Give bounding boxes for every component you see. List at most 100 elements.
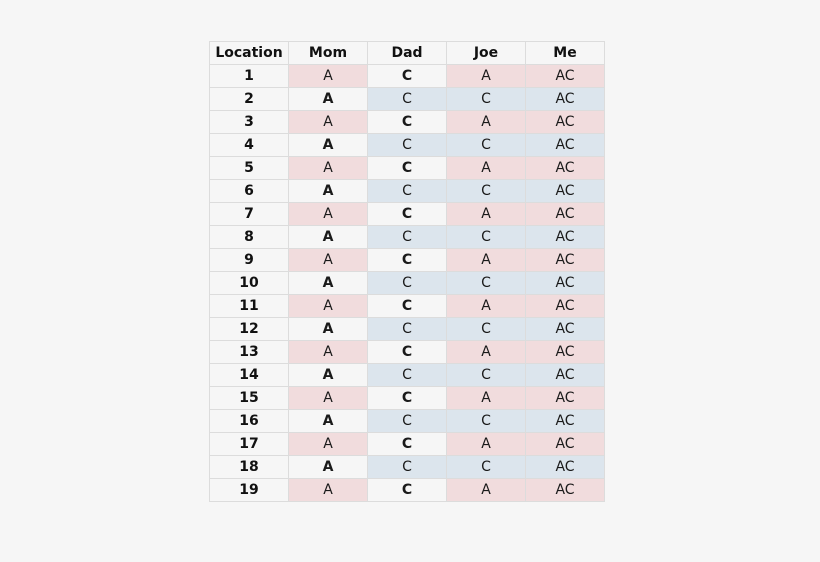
cell-me: AC	[525, 110, 605, 134]
table-row: 6 A C C AC	[209, 179, 605, 203]
cell-joe: A	[446, 156, 526, 180]
cell-joe: C	[446, 271, 526, 295]
cell-location: 5	[209, 156, 289, 180]
table-row: 17 A C A AC	[209, 432, 605, 456]
cell-me: AC	[525, 271, 605, 295]
cell-location: 12	[209, 317, 289, 341]
cell-me: AC	[525, 386, 605, 410]
cell-me: AC	[525, 409, 605, 433]
table-row: 15 A C A AC	[209, 386, 605, 410]
cell-dad: C	[367, 294, 447, 318]
cell-me: AC	[525, 133, 605, 157]
table-row: 16 A C C AC	[209, 409, 605, 433]
cell-location: 7	[209, 202, 289, 226]
cell-location: 4	[209, 133, 289, 157]
table-row: 8 A C C AC	[209, 225, 605, 249]
cell-location: 19	[209, 478, 289, 502]
cell-dad: C	[367, 179, 447, 203]
cell-dad: C	[367, 271, 447, 295]
cell-mom: A	[288, 248, 368, 272]
cell-dad: C	[367, 87, 447, 111]
header-me: Me	[525, 41, 605, 65]
table-row: 12 A C C AC	[209, 317, 605, 341]
cell-dad: C	[367, 409, 447, 433]
table-row: 18 A C C AC	[209, 455, 605, 479]
table-row: 1 A C A AC	[209, 64, 605, 88]
cell-mom: A	[288, 133, 368, 157]
cell-mom: A	[288, 432, 368, 456]
table-row: 5 A C A AC	[209, 156, 605, 180]
cell-location: 14	[209, 363, 289, 387]
cell-location: 13	[209, 340, 289, 364]
cell-mom: A	[288, 179, 368, 203]
location-assignment-table: Location Mom Dad Joe Me 1 A C A AC 2 A C C AC 3 A C A…	[209, 41, 605, 502]
cell-joe: A	[446, 202, 526, 226]
cell-dad: C	[367, 133, 447, 157]
cell-mom: A	[288, 386, 368, 410]
cell-me: AC	[525, 225, 605, 249]
cell-me: AC	[525, 455, 605, 479]
cell-location: 18	[209, 455, 289, 479]
cell-mom: A	[288, 363, 368, 387]
cell-mom: A	[288, 294, 368, 318]
cell-joe: A	[446, 478, 526, 502]
cell-dad: C	[367, 156, 447, 180]
table-row: 2 A C C AC	[209, 87, 605, 111]
cell-mom: A	[288, 340, 368, 364]
cell-mom: A	[288, 202, 368, 226]
header-dad: Dad	[367, 41, 447, 65]
cell-me: AC	[525, 432, 605, 456]
cell-joe: C	[446, 225, 526, 249]
cell-mom: A	[288, 225, 368, 249]
cell-mom: A	[288, 409, 368, 433]
cell-joe: C	[446, 455, 526, 479]
cell-me: AC	[525, 294, 605, 318]
cell-mom: A	[288, 317, 368, 341]
cell-me: AC	[525, 363, 605, 387]
table-body: 1 A C A AC 2 A C C AC 3 A C A AC 4 A C C AC 5 A C A AC 6 A C C AC 7 A C A…	[209, 64, 605, 502]
cell-me: AC	[525, 156, 605, 180]
cell-me: AC	[525, 202, 605, 226]
header-location: Location	[209, 41, 289, 65]
header-joe: Joe	[446, 41, 526, 65]
cell-joe: C	[446, 133, 526, 157]
cell-location: 2	[209, 87, 289, 111]
cell-joe: A	[446, 432, 526, 456]
cell-location: 15	[209, 386, 289, 410]
table-row: 10 A C C AC	[209, 271, 605, 295]
cell-joe: C	[446, 87, 526, 111]
cell-joe: A	[446, 386, 526, 410]
cell-me: AC	[525, 87, 605, 111]
cell-dad: C	[367, 248, 447, 272]
cell-dad: C	[367, 202, 447, 226]
cell-location: 10	[209, 271, 289, 295]
cell-mom: A	[288, 87, 368, 111]
cell-mom: A	[288, 455, 368, 479]
cell-mom: A	[288, 110, 368, 134]
cell-joe: C	[446, 317, 526, 341]
cell-mom: A	[288, 156, 368, 180]
cell-me: AC	[525, 64, 605, 88]
cell-joe: A	[446, 248, 526, 272]
cell-joe: A	[446, 340, 526, 364]
cell-dad: C	[367, 110, 447, 134]
cell-location: 6	[209, 179, 289, 203]
cell-mom: A	[288, 64, 368, 88]
cell-me: AC	[525, 179, 605, 203]
cell-dad: C	[367, 363, 447, 387]
table-row: 9 A C A AC	[209, 248, 605, 272]
cell-dad: C	[367, 432, 447, 456]
cell-me: AC	[525, 317, 605, 341]
cell-joe: A	[446, 110, 526, 134]
table-row: 19 A C A AC	[209, 478, 605, 502]
cell-location: 16	[209, 409, 289, 433]
cell-joe: A	[446, 294, 526, 318]
cell-dad: C	[367, 225, 447, 249]
cell-location: 1	[209, 64, 289, 88]
table-row: 11 A C A AC	[209, 294, 605, 318]
cell-joe: A	[446, 64, 526, 88]
cell-me: AC	[525, 248, 605, 272]
table-row: 3 A C A AC	[209, 110, 605, 134]
header-row: Location Mom Dad Joe Me	[209, 41, 605, 65]
cell-joe: C	[446, 409, 526, 433]
